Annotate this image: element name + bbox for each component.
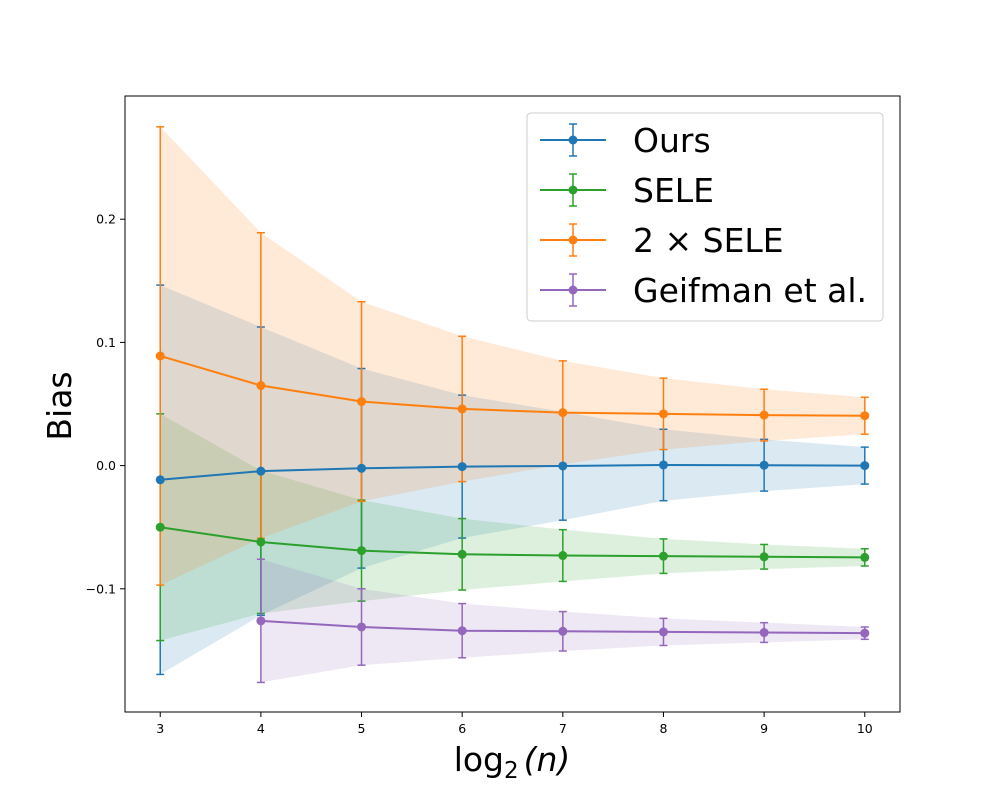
x-tick-label: 7: [559, 721, 567, 736]
data-point-ours: [658, 460, 668, 470]
legend-marker-2-sele: [568, 235, 578, 245]
x-tick-label: 8: [659, 721, 667, 736]
data-point-ours: [860, 461, 870, 471]
legend-frame: [526, 112, 884, 322]
data-point-ours: [155, 475, 165, 485]
y-axis-ticks: −0.1 0.0 0.1 0.2: [86, 212, 125, 596]
data-point-geifman-et-al: [357, 622, 367, 632]
data-point-geifman-et-al: [457, 626, 467, 636]
x-tick-label: 4: [257, 721, 265, 736]
data-point-ours: [558, 461, 568, 471]
legend-label-ours: Ours: [633, 121, 711, 160]
data-point-2-sele: [256, 381, 266, 391]
x-axis-label: log2 (n): [454, 740, 571, 784]
data-point-ours: [457, 462, 467, 472]
series-line-sele: [160, 526, 865, 559]
data-point-sele: [155, 522, 165, 532]
band-ours: [160, 285, 865, 675]
data-point-sele: [759, 552, 769, 562]
data-point-2-sele: [155, 351, 165, 361]
legend-marker-geifman-et-al: [568, 285, 578, 295]
data-point-geifman-et-al: [658, 627, 668, 637]
data-point-ours: [759, 460, 769, 470]
data-point-sele: [357, 546, 367, 556]
legend-label-geifman-et-al: Geifman et al.: [633, 271, 867, 310]
data-point-ours: [256, 466, 266, 476]
data-point-geifman-et-al: [759, 628, 769, 638]
data-point-sele: [256, 537, 266, 547]
data-point-ours: [357, 463, 367, 473]
legend-marker-ours: [568, 135, 578, 145]
x-axis-ticks: 3 4 5 6 7 8 9 10: [156, 712, 873, 736]
data-point-sele: [860, 552, 870, 562]
band-sele: [160, 413, 865, 641]
y-axis-label: Bias: [40, 371, 79, 440]
data-points: [155, 351, 870, 638]
data-point-sele: [658, 551, 668, 561]
data-point-2-sele: [759, 410, 769, 420]
data-point-sele: [457, 549, 467, 559]
legend-marker-sele: [568, 185, 578, 195]
legend-label-sele: SELE: [633, 171, 714, 210]
band-2-sele: [160, 126, 865, 586]
x-tick-label: 3: [156, 721, 164, 736]
y-tick-label: −0.1: [86, 581, 116, 596]
data-point-2-sele: [558, 408, 568, 418]
plot-frame: [124, 95, 901, 713]
legend: Ours SELE 2 × SELE Geifman et al.: [526, 112, 884, 322]
y-tick-label: 0.2: [96, 212, 116, 227]
x-tick-label: 9: [760, 721, 768, 736]
series-line-ours: [160, 463, 865, 481]
series-line-2-sele: [159, 354, 865, 417]
legend-label-2-sele: 2 × SELE: [633, 221, 784, 260]
data-point-2-sele: [357, 397, 367, 407]
data-point-sele: [558, 551, 568, 561]
data-point-2-sele: [658, 409, 668, 419]
data-point-2-sele: [860, 411, 870, 421]
data-point-2-sele: [457, 404, 467, 414]
y-tick-label: 0.0: [96, 458, 116, 473]
y-tick-label: 0.1: [96, 335, 116, 350]
data-point-geifman-et-al: [860, 628, 870, 638]
x-tick-label: 6: [458, 721, 466, 736]
data-point-geifman-et-al: [256, 616, 266, 626]
x-tick-label: 5: [358, 721, 366, 736]
x-tick-label: 10: [857, 721, 873, 736]
data-point-geifman-et-al: [558, 626, 568, 636]
